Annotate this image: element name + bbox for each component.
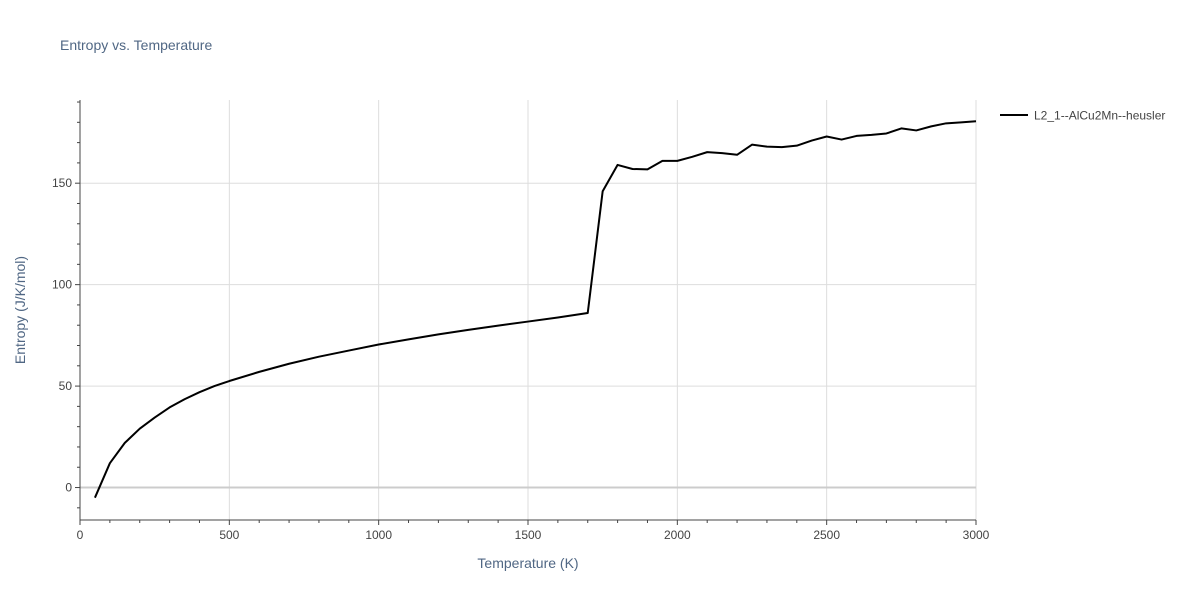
x-tick-label: 500 <box>219 528 239 542</box>
y-tick-label: 150 <box>52 176 72 190</box>
legend-label: L2_1--AlCu2Mn--heusler <box>1034 109 1165 123</box>
x-tick-label: 0 <box>77 528 84 542</box>
legend[interactable]: L2_1--AlCu2Mn--heusler <box>1000 109 1165 123</box>
axis-layer: 0 500 1000 1500 2000 2500 3000 0 50 100 150 <box>52 100 990 542</box>
series-layer <box>94 120 977 499</box>
x-tick-label: 2500 <box>813 528 840 542</box>
x-axis-title: Temperature (K) <box>477 555 578 571</box>
y-tick-label: 50 <box>59 379 73 393</box>
x-tick-label: 2000 <box>664 528 691 542</box>
chart-title: Entropy vs. Temperature <box>60 37 212 53</box>
y-tick-label: 0 <box>65 481 72 495</box>
x-tick-label: 1500 <box>515 528 542 542</box>
x-tick-label: 1000 <box>365 528 392 542</box>
grid-layer <box>80 100 977 520</box>
y-tick-label: 100 <box>52 278 72 292</box>
series-line-0 <box>94 120 977 499</box>
y-axis-title: Entropy (J/K/mol) <box>12 256 28 364</box>
x-tick-label: 3000 <box>963 528 990 542</box>
